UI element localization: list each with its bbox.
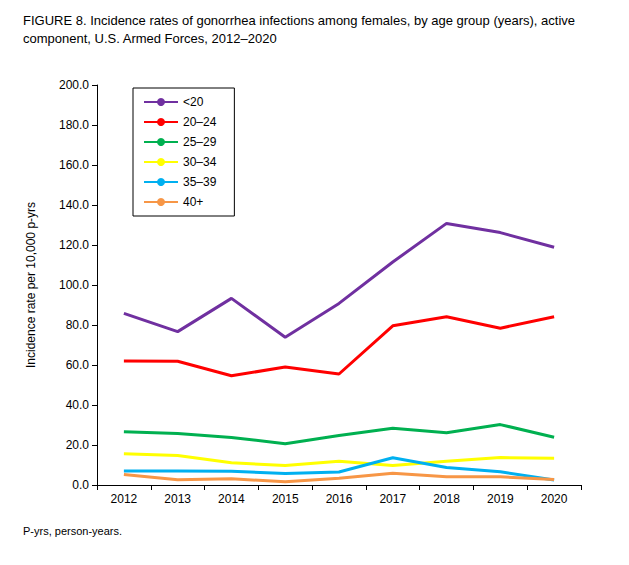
svg-text:2015: 2015	[272, 492, 299, 506]
svg-text:30–34: 30–34	[183, 155, 217, 169]
svg-text:FIGURE 8. Incidence rates of g: FIGURE 8. Incidence rates of gonorrhea i…	[23, 13, 579, 28]
svg-text:20.0: 20.0	[66, 438, 90, 452]
svg-text:40+: 40+	[183, 195, 203, 209]
svg-text:component, U.S. Armed Forces,: component, U.S. Armed Forces, 2012–2020	[23, 31, 277, 46]
svg-text:2016: 2016	[326, 492, 353, 506]
svg-text:2020: 2020	[541, 492, 568, 506]
svg-text:160.0: 160.0	[59, 158, 89, 172]
svg-text:100.0: 100.0	[59, 278, 89, 292]
svg-text:120.0: 120.0	[59, 238, 89, 252]
svg-text:60.0: 60.0	[66, 358, 90, 372]
svg-text:Incidence rate per 10,000 p-yr: Incidence rate per 10,000 p-yrs	[24, 202, 38, 368]
svg-text:2014: 2014	[218, 492, 245, 506]
svg-text:P-yrs, person-years.: P-yrs, person-years.	[23, 525, 122, 537]
svg-text:200.0: 200.0	[59, 78, 89, 92]
svg-text:2018: 2018	[433, 492, 460, 506]
svg-text:140.0: 140.0	[59, 198, 89, 212]
svg-text:0.0: 0.0	[72, 478, 89, 492]
svg-text:180.0: 180.0	[59, 118, 89, 132]
svg-text:25–29: 25–29	[183, 135, 217, 149]
svg-text:2019: 2019	[487, 492, 514, 506]
svg-text:2017: 2017	[379, 492, 406, 506]
svg-text:35–39: 35–39	[183, 175, 217, 189]
svg-text:80.0: 80.0	[66, 318, 90, 332]
svg-text:2012: 2012	[111, 492, 138, 506]
svg-text:<20: <20	[183, 95, 204, 109]
svg-text:40.0: 40.0	[66, 398, 90, 412]
svg-text:20–24: 20–24	[183, 115, 217, 129]
svg-text:2013: 2013	[164, 492, 191, 506]
